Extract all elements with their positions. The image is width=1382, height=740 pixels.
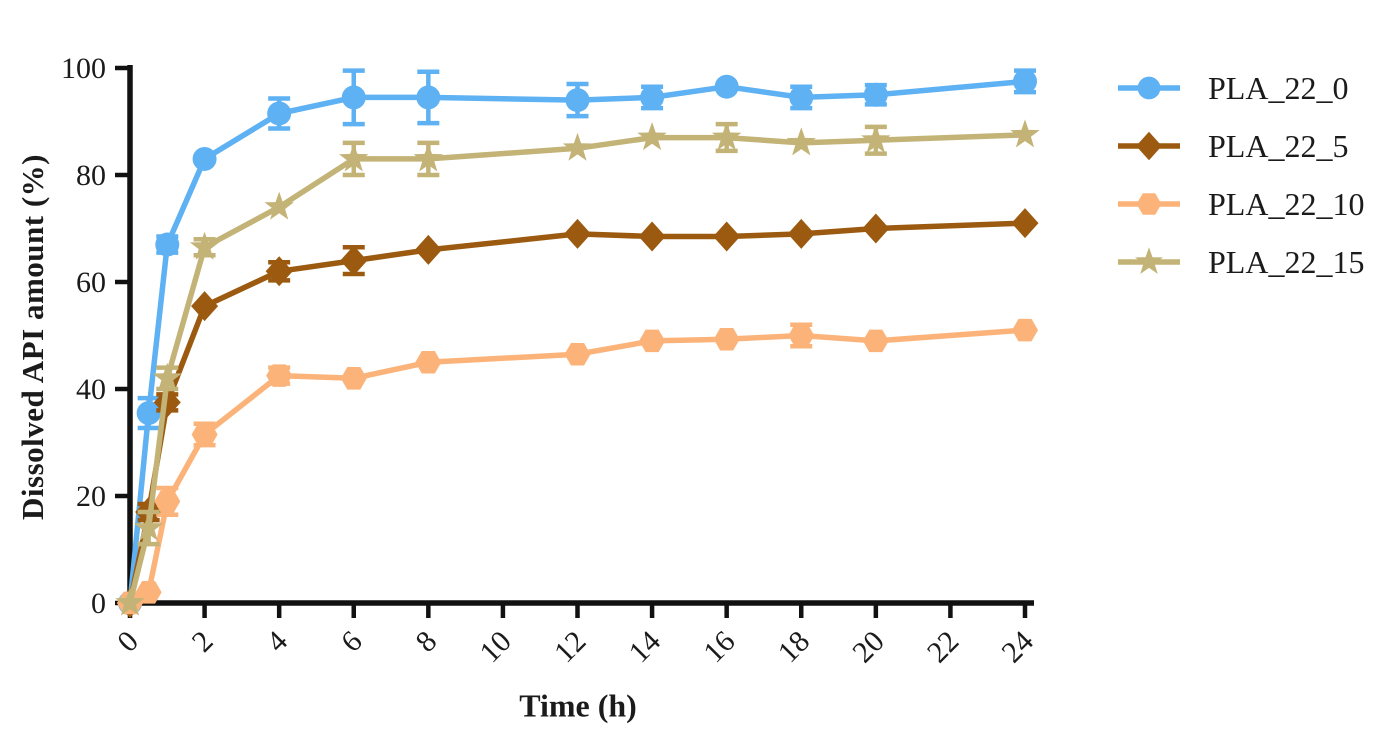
- svg-text:6: 6: [335, 625, 369, 659]
- x-axis-title: Time (h): [519, 687, 637, 724]
- svg-text:18: 18: [772, 625, 817, 670]
- series-PLA_22_10: [117, 318, 1038, 615]
- legend-label: PLA_22_5: [1208, 128, 1349, 164]
- series-PLA_22_5: [116, 208, 1039, 618]
- star-marker-icon: [1116, 244, 1182, 280]
- y-tick-labels: 0 20 40 60 80 100: [61, 52, 106, 620]
- legend-label: PLA_22_0: [1208, 70, 1349, 106]
- ticks: [115, 65, 1028, 618]
- svg-text:20: 20: [846, 625, 891, 670]
- data-points: [117, 318, 1038, 615]
- svg-text:20: 20: [76, 480, 106, 513]
- svg-text:0: 0: [111, 625, 145, 659]
- legend-item-pla-22-10: PLA_22_10: [1116, 186, 1364, 222]
- svg-text:16: 16: [697, 625, 742, 670]
- svg-text:40: 40: [76, 373, 106, 406]
- legend-item-pla-22-15: PLA_22_15: [1116, 244, 1364, 280]
- svg-text:0: 0: [91, 587, 106, 620]
- svg-text:22: 22: [921, 625, 966, 670]
- svg-text:14: 14: [622, 625, 667, 670]
- data-points: [116, 208, 1039, 618]
- circle-marker-icon: [1116, 70, 1182, 106]
- data-points: [118, 69, 1037, 615]
- svg-text:4: 4: [260, 625, 294, 659]
- svg-text:100: 100: [61, 52, 106, 85]
- x-tick-labels: 0 2 4 6 8 10 12 14 16 18 20 22 24: [111, 625, 1040, 670]
- hexagon-marker-icon: [1116, 186, 1182, 222]
- data-points: [115, 119, 1040, 616]
- legend: PLA_22_0 PLA_22_5 PLA_22_10 PLA_22_15: [1116, 70, 1364, 280]
- legend-item-pla-22-5: PLA_22_5: [1116, 128, 1364, 164]
- svg-text:24: 24: [995, 625, 1040, 670]
- svg-text:2: 2: [186, 625, 220, 659]
- svg-text:8: 8: [409, 625, 443, 659]
- series-line: [127, 327, 1028, 606]
- svg-text:10: 10: [473, 625, 518, 670]
- error-bars: [156, 322, 813, 517]
- legend-label: PLA_22_15: [1208, 244, 1365, 280]
- svg-text:12: 12: [548, 625, 593, 670]
- legend-item-pla-22-0: PLA_22_0: [1116, 70, 1364, 106]
- series-line: [127, 132, 1028, 606]
- svg-text:80: 80: [76, 159, 106, 192]
- svg-text:60: 60: [76, 266, 106, 299]
- series-PLA_22_0: [118, 68, 1037, 615]
- legend-label: PLA_22_10: [1208, 186, 1365, 222]
- diamond-marker-icon: [1116, 128, 1182, 164]
- series-line: [127, 220, 1028, 606]
- series-PLA_22_15: [115, 119, 1040, 616]
